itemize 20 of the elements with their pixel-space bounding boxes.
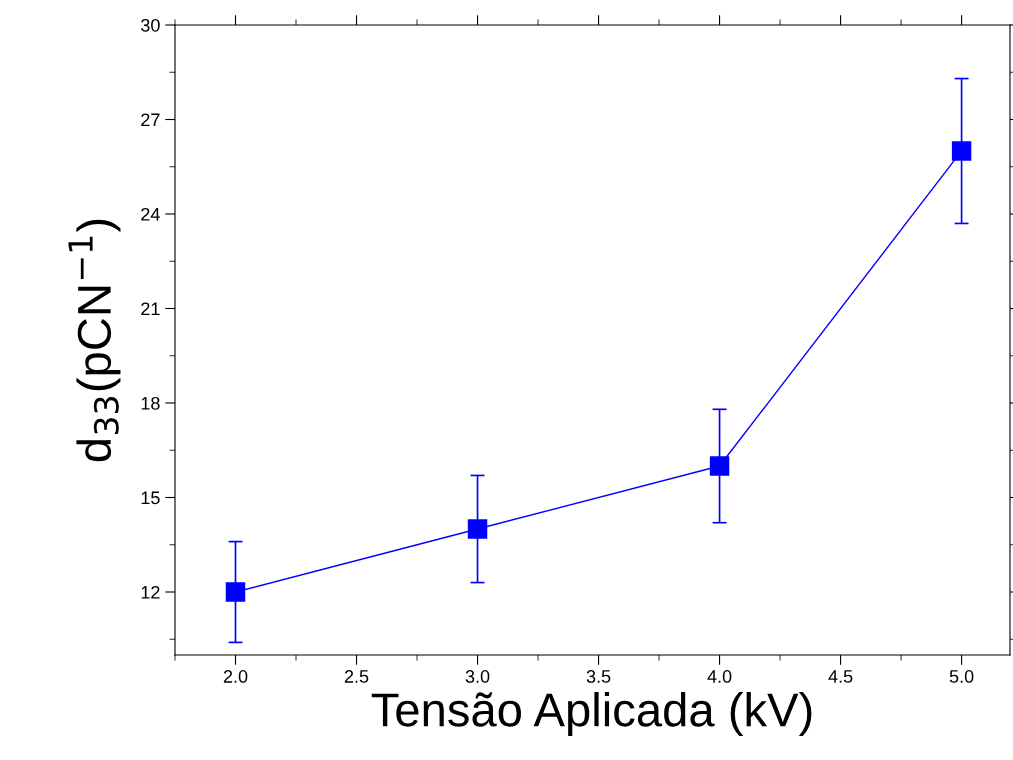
x-tick-label: 2.5 (344, 670, 369, 683)
y-tick-label: 15 (141, 491, 160, 505)
point (709, 456, 730, 476)
x-axis-title: Tensão Aplicada (kV) (371, 691, 812, 736)
y-tick-label: 12 (141, 585, 160, 599)
x-tick-label: 4.0 (707, 670, 732, 683)
x-tick-label: 4.5 (828, 670, 853, 683)
y-tick-label: 27 (141, 113, 160, 127)
x-tick-label: 2.0 (223, 670, 248, 683)
y-tick-label: 18 (141, 396, 160, 410)
y-axis-title: d$_{33}$(pCN$^{−1}$) (68, 219, 121, 462)
x-tick-label: 3.0 (465, 670, 490, 683)
point (467, 519, 488, 539)
point (951, 141, 972, 161)
x-tick-label: 3.5 (586, 670, 611, 683)
y-tick-label: 21 (141, 302, 160, 316)
y-tick-label: 24 (141, 207, 160, 221)
x-tick-label: 5.0 (949, 670, 974, 683)
y-tick-label: 30 (141, 18, 160, 32)
point (225, 582, 246, 602)
